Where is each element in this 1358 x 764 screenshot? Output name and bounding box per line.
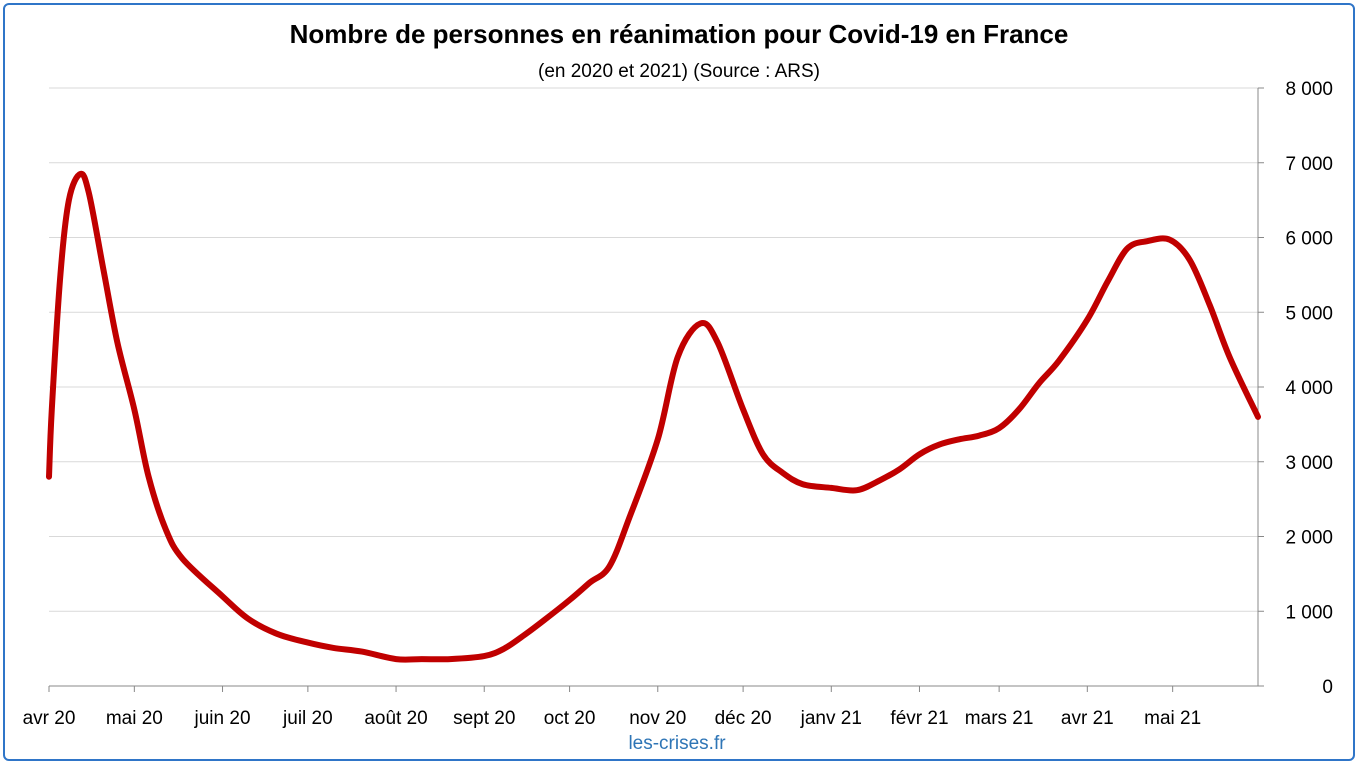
- y-tick-label: 2 000: [1285, 528, 1333, 549]
- y-tick-label: 0: [1322, 677, 1333, 698]
- x-tick-label: févr 21: [890, 708, 948, 729]
- y-tick-label: 8 000: [1285, 79, 1333, 100]
- chart-subtitle: (en 2020 et 2021) (Source : ARS): [538, 61, 820, 82]
- series-layer: [46, 170, 1261, 663]
- x-tick-label: sept 20: [453, 708, 515, 729]
- y-tick-label: 4 000: [1285, 378, 1333, 399]
- x-tick-label: janv 21: [800, 708, 862, 729]
- x-tick-label: août 20: [364, 708, 427, 729]
- grid-lines: [49, 87, 1258, 612]
- source-credit[interactable]: les-crises.fr: [628, 733, 726, 754]
- tick-labels: 0 1 000 2 000 3 000 4 000 5 000 6 000 7 000 8 00…: [23, 79, 1333, 729]
- x-tick-label: avr 20: [23, 708, 76, 729]
- y-tick-label: 6 000: [1285, 229, 1333, 250]
- x-tick-label: déc 20: [715, 708, 772, 729]
- x-tick-label: mars 21: [965, 708, 1034, 729]
- x-tick-label: oct 20: [544, 708, 596, 729]
- x-tick-label: mai 20: [106, 708, 163, 729]
- series-line: [46, 170, 1261, 663]
- y-tick-label: 1 000: [1285, 602, 1333, 623]
- x-tick-label: avr 21: [1061, 708, 1114, 729]
- y-tick-label: 5 000: [1285, 303, 1333, 324]
- chart-frame: [3, 3, 1355, 761]
- chart-title: Nombre de personnes en réanimation pour …: [290, 19, 1069, 49]
- x-tick-label: juin 20: [194, 708, 251, 729]
- axes: [48, 87, 1264, 692]
- y-tick-label: 3 000: [1285, 453, 1333, 474]
- x-tick-label: nov 20: [629, 708, 686, 729]
- x-tick-label: mai 21: [1144, 708, 1201, 729]
- x-tick-label: juil 20: [282, 708, 333, 729]
- y-tick-label: 7 000: [1285, 154, 1333, 175]
